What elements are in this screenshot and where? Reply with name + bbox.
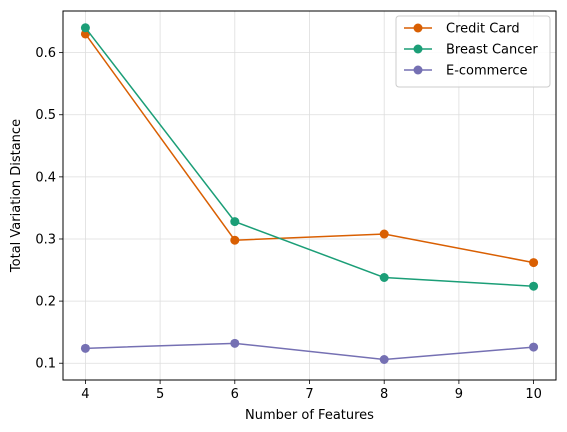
- legend-item: Breast Cancer: [404, 43, 538, 58]
- y-tick-label: 0.3: [35, 232, 56, 247]
- series-breast-cancer: [80, 23, 539, 291]
- x-tick-label: 10: [525, 387, 542, 402]
- y-tick-label: 0.6: [35, 46, 56, 61]
- legend-marker: [413, 65, 423, 75]
- x-tick-label: 8: [380, 387, 388, 402]
- y-tick-label: 0.4: [35, 170, 56, 185]
- x-tick-label: 9: [455, 387, 463, 402]
- series-line: [85, 342, 534, 361]
- data-point: [529, 342, 539, 352]
- data-point: [80, 343, 90, 353]
- data-point: [230, 338, 240, 348]
- legend-label: E-commerce: [446, 64, 528, 79]
- x-axis-label: Number of Features: [245, 408, 374, 423]
- data-point: [80, 23, 90, 33]
- x-tick-label: 7: [305, 387, 313, 402]
- y-tick-label: 0.2: [35, 295, 56, 310]
- data-point: [529, 281, 539, 291]
- ticks: 4 5 6 7 8 9 10 0.1 0.2 0.3 0.4 0.5 0.6: [35, 46, 542, 402]
- series-line: [84, 33, 534, 264]
- data-point: [379, 273, 389, 282]
- x-tick-label: 6: [231, 387, 239, 402]
- y-tick-label: 0.1: [35, 357, 56, 372]
- legend-item: E-commerce: [404, 64, 528, 79]
- series-e-commerce: [80, 338, 539, 364]
- data-point: [230, 235, 240, 245]
- x-tick-label: 4: [81, 387, 89, 402]
- legend-box: [395, 15, 551, 88]
- data-point: [379, 229, 389, 239]
- y-tick-label: 0.5: [35, 108, 56, 123]
- legend-marker: [413, 44, 423, 54]
- series-line: [84, 27, 534, 287]
- legend-marker: [413, 23, 423, 33]
- legend-label: Breast Cancer: [446, 43, 538, 58]
- legend-item: Credit Card: [404, 22, 520, 37]
- data-point: [529, 258, 539, 268]
- data-point: [230, 217, 240, 227]
- legend-label: Credit Card: [446, 22, 520, 37]
- legend: Credit Card Breast Cancer E-commerce: [395, 15, 551, 88]
- data-point: [379, 355, 389, 364]
- x-tick-label: 5: [156, 387, 164, 402]
- series-layer: [80, 23, 539, 364]
- y-axis-label: Total Variation Distance: [9, 119, 24, 273]
